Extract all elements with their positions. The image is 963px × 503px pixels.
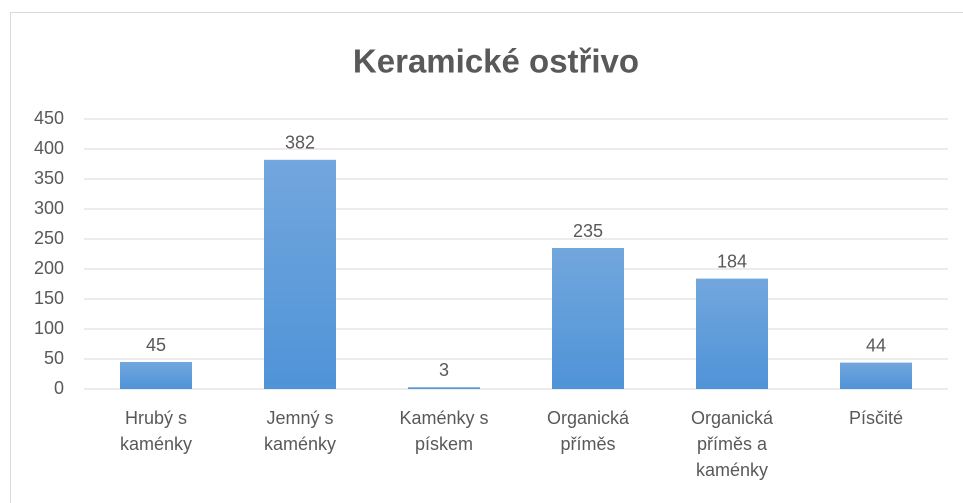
y-tick-label: 0 (54, 378, 64, 398)
bar (696, 278, 768, 389)
chart-frame (10, 12, 963, 503)
data-label: 382 (285, 133, 315, 153)
x-tick-label: Organická příměs a kaménky (690, 408, 774, 480)
y-tick-label: 250 (34, 228, 64, 248)
bar (408, 387, 480, 389)
data-label: 45 (146, 335, 166, 355)
x-tick-label: Kaménky s pískem (399, 408, 489, 454)
data-label: 184 (717, 251, 747, 271)
bar (552, 248, 624, 389)
chart-title: Keramické ostřivo (353, 43, 639, 80)
x-tick-label: Hrubý s kaménky (119, 408, 193, 454)
y-tick-label: 150 (34, 288, 64, 308)
y-tick-label: 50 (44, 348, 64, 368)
y-tick-label: 300 (34, 198, 64, 218)
y-tick-label: 350 (34, 168, 64, 188)
bar (120, 362, 192, 389)
x-tick-label: Písčité (848, 408, 904, 428)
data-label: 44 (866, 335, 886, 355)
y-tick-label: 400 (34, 138, 64, 158)
x-tick-label: Jemný s kaménky (263, 408, 337, 454)
bar (840, 362, 912, 389)
x-tick-label: Organická příměs (546, 408, 630, 454)
y-tick-label: 100 (34, 318, 64, 338)
y-tick-label: 450 (34, 108, 64, 128)
data-label: 235 (573, 221, 603, 241)
data-label: 3 (439, 360, 449, 380)
bar (264, 159, 336, 389)
y-tick-label: 200 (34, 258, 64, 278)
